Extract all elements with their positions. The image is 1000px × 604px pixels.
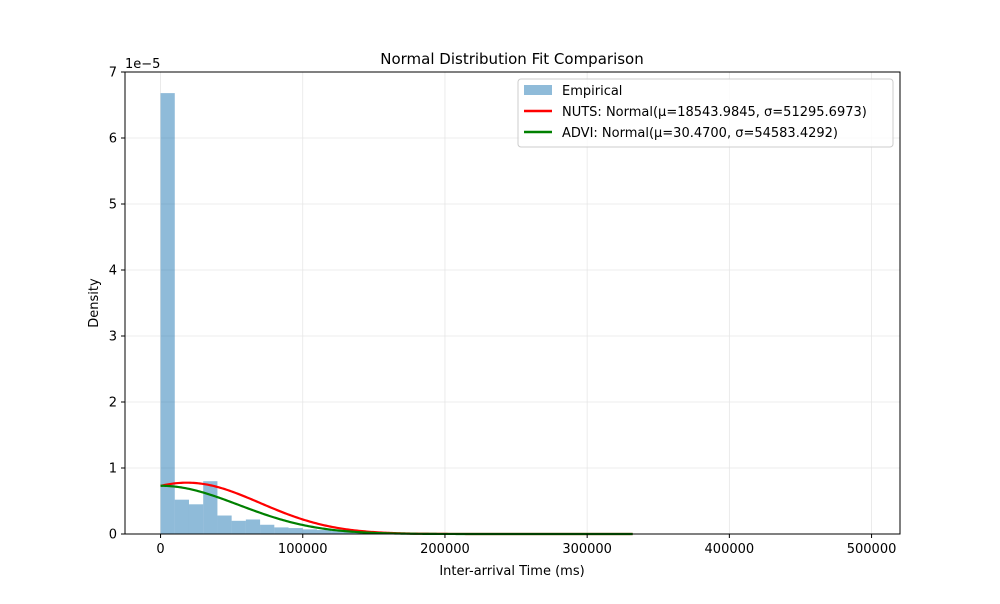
histogram-bar [217,516,231,534]
histogram-bar [232,521,246,534]
x-axis-label: Inter-arrival Time (ms) [439,564,584,579]
histogram-bar [274,527,288,534]
x-tick-label: 400000 [705,542,755,557]
x-tick-label: 100000 [278,542,328,557]
y-tick-label: 4 [109,264,117,279]
y-tick-label: 6 [109,132,117,147]
histogram-bar [317,530,331,534]
y-tick-label: 0 [109,528,117,543]
legend-label-advi: ADVI: Normal(μ=30.4700, σ=54583.4292) [562,126,838,141]
y-tick-label: 7 [109,66,117,81]
x-tick-label: 0 [156,542,164,557]
x-tick-label: 200000 [420,542,470,557]
histogram-bar [161,93,175,534]
histogram-bar [260,525,274,534]
y-offset-label: 1e−5 [125,57,160,72]
histogram-bar [246,519,260,534]
histogram-bar [303,529,317,534]
legend-label-empirical: Empirical [562,84,622,99]
y-tick-label: 3 [109,330,117,345]
legend: Empirical NUTS: Normal(μ=18543.9845, σ=5… [518,79,893,147]
y-axis-label: Density [87,278,102,328]
histogram-bar [189,504,203,534]
x-tick-label: 500000 [847,542,897,557]
y-tick-label: 5 [109,198,117,213]
y-tick-label: 2 [109,396,117,411]
histogram-bar [175,500,189,534]
x-tick-label: 300000 [562,542,612,557]
histogram-bar [289,528,303,534]
legend-label-nuts: NUTS: Normal(μ=18543.9845, σ=51295.6973) [562,105,867,120]
chart-title: Normal Distribution Fit Comparison [380,50,643,68]
histogram-bar [203,481,217,534]
y-tick-label: 1 [109,462,117,477]
legend-swatch-empirical [524,85,552,95]
